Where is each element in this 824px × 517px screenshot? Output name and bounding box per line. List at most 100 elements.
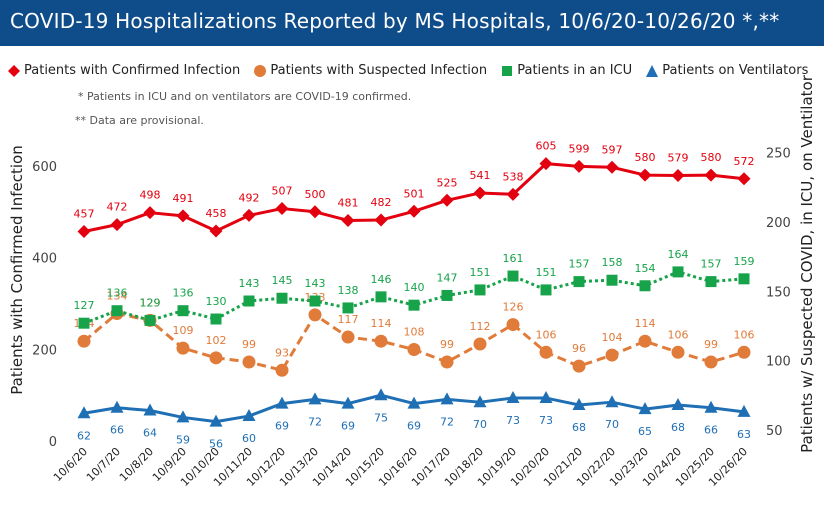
point-icu xyxy=(672,266,684,278)
point-confirmed xyxy=(407,204,421,218)
point-confirmed xyxy=(638,168,652,182)
data-label-icu: 151 xyxy=(470,266,491,279)
data-label-ventilator: 68 xyxy=(572,421,586,434)
point-confirmed xyxy=(143,206,157,220)
data-label-icu: 154 xyxy=(635,262,656,275)
data-label-confirmed: 457 xyxy=(74,207,95,220)
data-label-ventilator: 75 xyxy=(374,411,388,424)
legend-item-suspected: Patients with Suspected Infection xyxy=(254,63,487,78)
y-tick-right: 150 xyxy=(766,285,791,300)
point-suspected xyxy=(242,355,256,369)
y-tick-right: 200 xyxy=(766,216,791,231)
point-suspected xyxy=(671,345,685,359)
data-label-confirmed: 597 xyxy=(602,143,623,156)
data-label-suspected: 104 xyxy=(602,331,623,344)
data-label-icu: 143 xyxy=(239,277,260,290)
data-label-icu: 151 xyxy=(536,266,557,279)
x-tick-label: 10/7/20 xyxy=(84,445,123,484)
point-icu xyxy=(111,305,123,317)
point-ventilator xyxy=(407,396,421,409)
data-label-suspected: 93 xyxy=(275,346,289,359)
data-label-confirmed: 599 xyxy=(569,142,590,155)
data-label-ventilator: 69 xyxy=(275,420,289,433)
data-label-icu: 140 xyxy=(404,281,425,294)
data-label-confirmed: 501 xyxy=(404,187,425,200)
legend-item-confirmed: Patients with Confirmed Infection xyxy=(8,63,240,78)
y-axis-right-label: Patients w/ Suspected COVID, in ICU, on … xyxy=(798,74,816,453)
circle-icon xyxy=(254,64,267,77)
data-label-ventilator: 70 xyxy=(605,418,619,431)
point-ventilator xyxy=(638,402,652,415)
point-ventilator xyxy=(308,392,322,405)
point-confirmed xyxy=(308,205,322,219)
data-label-icu: 143 xyxy=(305,277,326,290)
point-ventilator xyxy=(737,404,751,417)
data-label-ventilator: 59 xyxy=(176,433,190,446)
data-label-confirmed: 525 xyxy=(437,176,458,189)
point-suspected xyxy=(176,341,190,355)
point-icu xyxy=(342,302,354,314)
point-confirmed xyxy=(110,218,124,232)
point-icu xyxy=(573,276,585,288)
x-tick-label: 10/6/20 xyxy=(51,445,90,484)
data-label-ventilator: 68 xyxy=(671,421,685,434)
point-icu xyxy=(606,274,618,286)
point-suspected xyxy=(77,334,91,348)
legend-item-icu: Patients in an ICU xyxy=(501,63,632,78)
data-label-ventilator: 60 xyxy=(242,432,256,445)
chart-title: COVID-19 Hospitalizations Reported by MS… xyxy=(10,9,780,33)
point-confirmed xyxy=(704,168,718,182)
point-ventilator xyxy=(506,391,520,404)
data-label-ventilator: 72 xyxy=(308,415,322,428)
point-confirmed xyxy=(275,202,289,216)
note-icu: * Patients in ICU and on ventilators are… xyxy=(78,90,412,103)
point-confirmed xyxy=(209,224,223,238)
data-label-icu: 129 xyxy=(140,296,161,309)
data-label-suspected: 109 xyxy=(173,324,194,337)
point-ventilator xyxy=(572,397,586,410)
point-suspected xyxy=(209,351,223,365)
point-confirmed xyxy=(473,186,487,200)
data-label-icu: 138 xyxy=(338,284,359,297)
point-suspected xyxy=(407,343,421,357)
data-label-icu: 146 xyxy=(371,273,392,286)
point-suspected xyxy=(440,355,454,369)
point-icu xyxy=(276,292,288,304)
point-suspected xyxy=(638,334,652,348)
point-ventilator xyxy=(110,400,124,413)
data-label-icu: 157 xyxy=(701,258,722,271)
point-suspected xyxy=(374,334,388,348)
y-tick-right: 100 xyxy=(766,355,791,370)
data-label-suspected: 134 xyxy=(107,289,128,302)
data-label-ventilator: 72 xyxy=(440,415,454,428)
point-icu xyxy=(309,295,321,307)
x-tick-label: 10/8/20 xyxy=(117,445,156,484)
point-icu xyxy=(243,295,255,307)
data-label-confirmed: 541 xyxy=(470,169,491,182)
data-label-confirmed: 500 xyxy=(305,188,326,201)
legend-item-ventilator: Patients on Ventilators xyxy=(646,63,808,78)
data-label-confirmed: 492 xyxy=(239,191,260,204)
point-ventilator xyxy=(671,397,685,410)
point-icu xyxy=(78,317,90,329)
point-ventilator xyxy=(275,396,289,409)
data-label-ventilator: 73 xyxy=(539,414,553,427)
point-confirmed xyxy=(737,172,751,186)
point-confirmed xyxy=(572,159,586,173)
data-label-confirmed: 572 xyxy=(734,155,755,168)
point-confirmed xyxy=(440,193,454,207)
point-ventilator xyxy=(539,391,553,404)
data-label-ventilator: 69 xyxy=(407,420,421,433)
point-suspected xyxy=(473,337,487,351)
data-label-ventilator: 62 xyxy=(77,429,91,442)
data-label-suspected: 117 xyxy=(338,313,359,326)
point-suspected xyxy=(506,318,520,332)
point-icu xyxy=(474,284,486,296)
point-ventilator xyxy=(341,396,355,409)
data-label-suspected: 126 xyxy=(503,301,524,314)
point-confirmed xyxy=(506,187,520,201)
data-label-confirmed: 507 xyxy=(272,185,293,198)
data-label-confirmed: 538 xyxy=(503,170,524,183)
data-label-suspected: 106 xyxy=(536,328,557,341)
point-ventilator xyxy=(704,400,718,413)
